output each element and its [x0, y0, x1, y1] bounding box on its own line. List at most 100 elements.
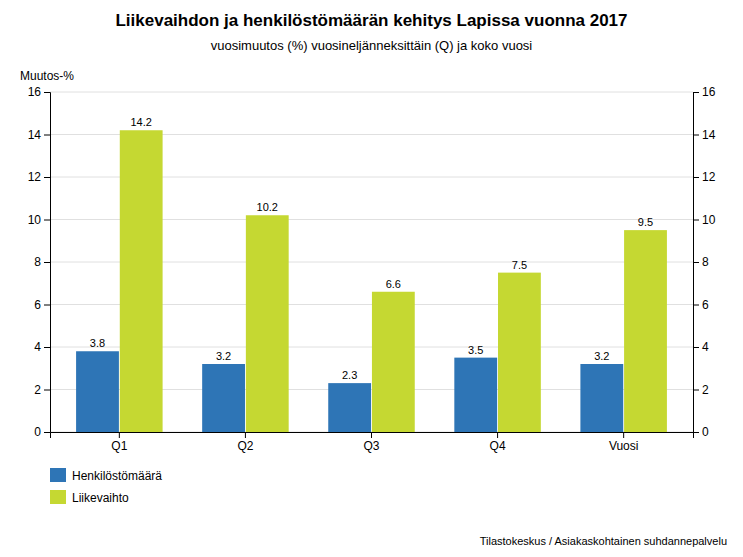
- tick-label: 4: [34, 340, 41, 354]
- legend-label: Henkilöstömäärä: [72, 469, 162, 483]
- title: Liikevaihdon ja henkilöstömäärän kehitys…: [115, 11, 627, 30]
- tick: Q1: [111, 432, 127, 453]
- tick-label: 6: [34, 298, 41, 312]
- tick-mark: [44, 390, 50, 391]
- tick-mark: [44, 305, 50, 306]
- tick-mark: [44, 432, 50, 433]
- tick-label: 2: [34, 383, 41, 397]
- data-label: 3.2: [216, 350, 231, 362]
- tick-mark: [44, 347, 50, 348]
- legend: Henkilöstömäärä Liikevaihto: [50, 468, 162, 505]
- tick: 14: [28, 128, 50, 142]
- tick: 4: [34, 340, 50, 354]
- tick-label: 16: [28, 85, 42, 99]
- tick: 8: [693, 255, 709, 269]
- tick-label: Q3: [363, 439, 379, 453]
- tick-label: 16: [702, 85, 716, 99]
- data-label: 10.2: [257, 201, 278, 213]
- data-labels: 3.8 3.2 2.3 3.5 3.2 14.2 10.2 6.6 7.5 9.5: [90, 116, 653, 381]
- tick: Q3: [363, 432, 379, 453]
- legend-swatch: [50, 468, 66, 482]
- y-axis: 0 2 4 6 8 10 12 14 16: [28, 85, 51, 439]
- tick-label: 8: [34, 255, 41, 269]
- tick-mark: [497, 432, 498, 438]
- bar: [120, 130, 163, 432]
- tick-mark: [693, 432, 699, 433]
- tick-mark: [693, 390, 699, 391]
- axis-domain: [694, 93, 700, 433]
- tick: Vuosi: [609, 432, 639, 453]
- axis-domain: [44, 93, 51, 433]
- bar: [202, 364, 245, 432]
- tick-mark: [44, 220, 50, 221]
- tick-label: 10: [28, 213, 42, 227]
- tick-mark: [693, 220, 699, 221]
- tick-mark: [44, 92, 50, 93]
- tick: Q4: [490, 432, 506, 453]
- tick-label: Q4: [490, 439, 506, 453]
- chart: Liikevaihdon ja henkilöstömäärän kehitys…: [0, 0, 743, 557]
- tick-label: Q1: [111, 439, 127, 453]
- bar: [76, 351, 119, 432]
- tick-mark: [119, 432, 120, 438]
- tick-mark: [245, 432, 246, 438]
- tick: 10: [28, 213, 50, 227]
- y-axis-label: Muutos-%: [20, 69, 74, 83]
- tick-label: 14: [702, 128, 716, 142]
- tick: 14: [693, 128, 716, 142]
- tick-mark: [44, 177, 50, 178]
- data-label: 3.8: [90, 337, 105, 349]
- legend-swatch: [50, 490, 66, 504]
- tick: 8: [34, 255, 50, 269]
- data-label: 3.5: [468, 344, 483, 356]
- tick: Q2: [237, 432, 253, 453]
- data-label: 2.3: [342, 369, 357, 381]
- tick-label: 8: [702, 255, 709, 269]
- tick: 6: [693, 298, 709, 312]
- y2-axis: 0 2 4 6 8 10 12 14 16: [693, 85, 716, 439]
- tick: 12: [28, 170, 50, 184]
- tick-mark: [693, 92, 699, 93]
- grid: [50, 92, 693, 432]
- tick-mark: [371, 432, 372, 438]
- tick-label: Vuosi: [609, 439, 639, 453]
- bars: [76, 130, 667, 432]
- bar: [624, 230, 667, 432]
- tick: 2: [693, 383, 709, 397]
- footer: Tilastokeskus / Asiakaskohtainen suhdann…: [480, 535, 727, 547]
- data-label: 7.5: [512, 259, 527, 271]
- tick: 6: [34, 298, 50, 312]
- tick-label: 10: [702, 213, 716, 227]
- bar: [498, 273, 541, 432]
- data-label: 6.6: [386, 278, 401, 290]
- bar: [454, 358, 497, 432]
- tick-label: 0: [702, 425, 709, 439]
- tick: 0: [34, 425, 50, 439]
- plot: 3.8 3.2 2.3 3.5 3.2 14.2 10.2 6.6 7.5 9.5 Q1 Q2 Q3 Q4…: [28, 85, 716, 452]
- tick-mark: [693, 262, 699, 263]
- data-label: 3.2: [594, 350, 609, 362]
- tick: 16: [28, 85, 50, 99]
- tick-mark: [693, 135, 699, 136]
- grid-line: [50, 92, 693, 93]
- tick-mark: [44, 262, 50, 263]
- tick: 0: [693, 425, 709, 439]
- legend-label: Liikevaihto: [72, 491, 129, 505]
- tick-label: 12: [702, 170, 716, 184]
- data-label: 14.2: [130, 116, 151, 128]
- bar-series: [120, 130, 667, 432]
- tick: 2: [34, 383, 50, 397]
- tick-label: 6: [702, 298, 709, 312]
- tick-label: 2: [702, 383, 709, 397]
- axis-domain: [51, 433, 694, 439]
- data-label: 9.5: [638, 216, 653, 228]
- tick-label: Q2: [237, 439, 253, 453]
- x-axis: Q1 Q2 Q3 Q4 Vuosi: [51, 432, 694, 453]
- tick: 10: [693, 213, 716, 227]
- tick-label: 12: [28, 170, 42, 184]
- bar: [328, 383, 371, 432]
- tick-mark: [693, 177, 699, 178]
- tick-mark: [623, 432, 624, 438]
- legend-item: Liikevaihto: [50, 490, 129, 505]
- tick: 4: [693, 340, 709, 354]
